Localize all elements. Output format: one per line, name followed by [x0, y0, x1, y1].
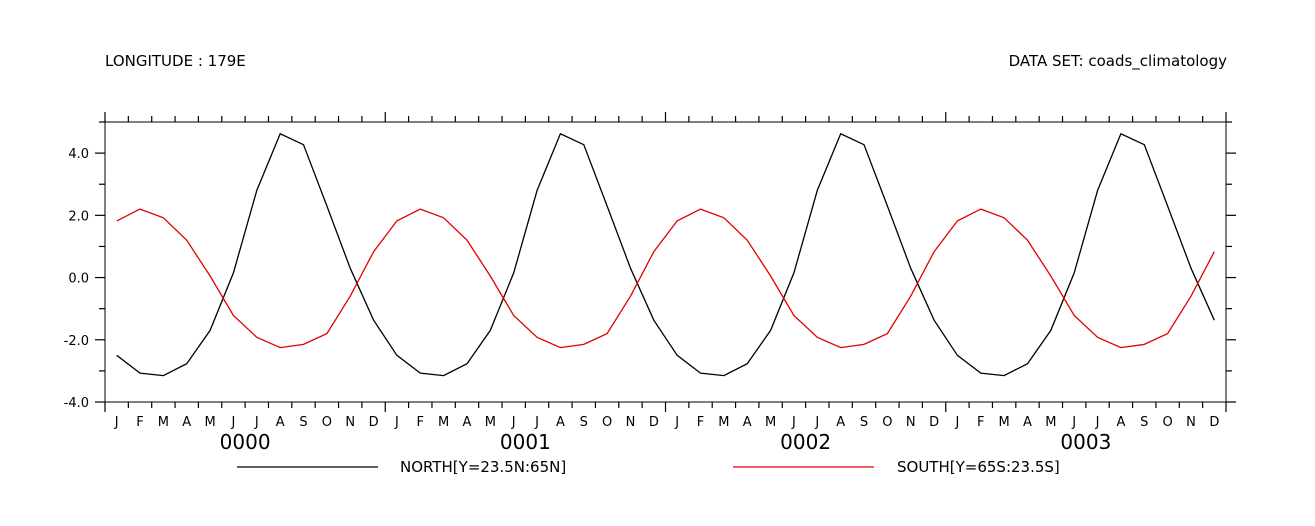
month-label: A: [743, 415, 752, 430]
month-label: J: [394, 415, 399, 430]
month-label: J: [511, 415, 516, 430]
month-label: S: [860, 415, 868, 430]
month-label: J: [254, 415, 259, 430]
header-longitude: LONGITUDE : 179E: [105, 52, 246, 70]
month-label: J: [791, 415, 796, 430]
month-label: F: [136, 415, 143, 430]
month-label: N: [626, 415, 636, 430]
month-label: S: [580, 415, 588, 430]
year-label: 0002: [780, 430, 831, 454]
y-tick-label: -4.0: [64, 396, 89, 411]
y-tick-label: 0.0: [68, 272, 89, 287]
year-label: 0003: [1060, 430, 1111, 454]
month-label: M: [1045, 415, 1056, 430]
month-label: D: [649, 415, 659, 430]
series-line-south: [116, 208, 1215, 349]
y-tick-label: 4.0: [68, 147, 89, 162]
month-label: D: [929, 415, 939, 430]
month-label: J: [1095, 415, 1100, 430]
legend-label: SOUTH[Y=65S:23.5S]: [897, 458, 1060, 476]
month-label: A: [182, 415, 191, 430]
month-label: J: [114, 415, 119, 430]
month-label: M: [718, 415, 729, 430]
month-label: J: [1071, 415, 1076, 430]
month-label: N: [1186, 415, 1196, 430]
month-label: A: [463, 415, 472, 430]
month-label: J: [955, 415, 960, 430]
month-label: D: [369, 415, 379, 430]
year-label: 0000: [220, 430, 271, 454]
header-dataset: DATA SET: coads_climatology: [1008, 52, 1227, 70]
month-label: O: [322, 415, 332, 430]
series-line-north: [116, 132, 1215, 377]
axis-ticks: [95, 112, 1236, 412]
month-label: A: [556, 415, 565, 430]
month-label: M: [204, 415, 215, 430]
month-label: N: [345, 415, 355, 430]
month-label: M: [999, 415, 1010, 430]
month-label: M: [765, 415, 776, 430]
month-label: M: [158, 415, 169, 430]
series-lines: [116, 132, 1215, 377]
year-label: 0001: [500, 430, 551, 454]
month-label: M: [485, 415, 496, 430]
axis-labels: 4.02.00.0-2.0-4.0J F M A M J J A S O N D J F M A M J J A S O N…: [64, 147, 1220, 454]
y-tick-label: -2.0: [64, 334, 89, 349]
month-label: M: [438, 415, 449, 430]
month-label: A: [1116, 415, 1125, 430]
month-label: F: [697, 415, 704, 430]
month-label: N: [906, 415, 916, 430]
month-label: J: [814, 415, 819, 430]
legend: NORTH[Y=23.5N:65N] SOUTH[Y=65S:23.5S]: [237, 458, 1060, 476]
month-label: F: [977, 415, 984, 430]
month-label: F: [417, 415, 424, 430]
month-label: O: [602, 415, 612, 430]
month-label: O: [1162, 415, 1172, 430]
month-label: J: [674, 415, 679, 430]
month-label: D: [1209, 415, 1219, 430]
month-label: S: [1140, 415, 1148, 430]
month-label: O: [882, 415, 892, 430]
month-label: J: [231, 415, 236, 430]
month-label: A: [276, 415, 285, 430]
month-label: S: [299, 415, 307, 430]
month-label: J: [534, 415, 539, 430]
y-tick-label: 2.0: [68, 209, 89, 224]
month-label: A: [836, 415, 845, 430]
plot-frame: [104, 121, 1227, 403]
month-label: A: [1023, 415, 1032, 430]
legend-label: NORTH[Y=23.5N:65N]: [400, 458, 566, 476]
